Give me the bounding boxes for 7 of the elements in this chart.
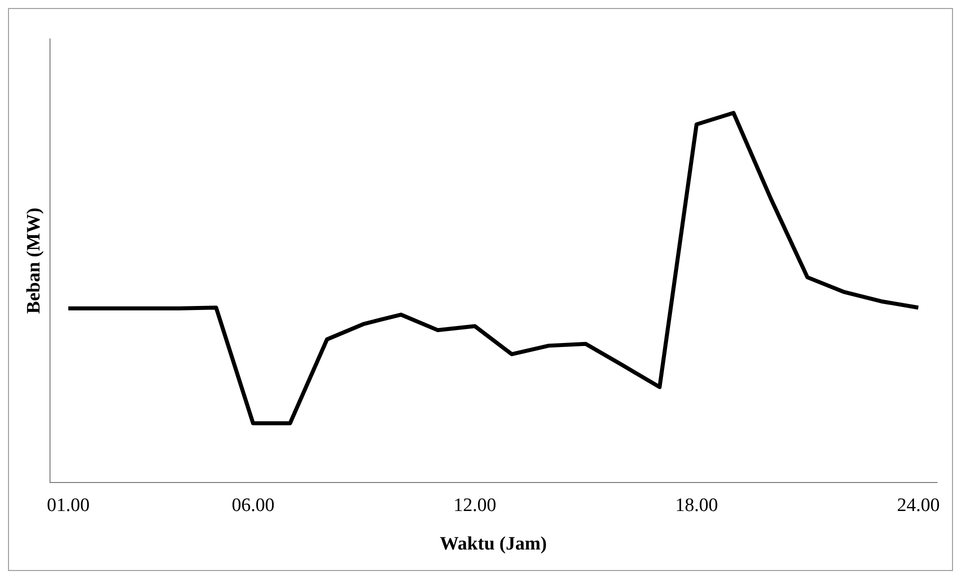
x-tick-label: 12.00 bbox=[453, 494, 496, 516]
x-axis-title: Waktu (Jam) bbox=[440, 534, 547, 555]
x-tick-label: 01.00 bbox=[46, 494, 90, 516]
y-axis-title: Beban (MW) bbox=[23, 208, 44, 314]
x-tick-label: 18.00 bbox=[675, 494, 718, 516]
x-tick-label: 06.00 bbox=[232, 494, 274, 516]
x-tick-label: 24.00 bbox=[896, 494, 940, 516]
